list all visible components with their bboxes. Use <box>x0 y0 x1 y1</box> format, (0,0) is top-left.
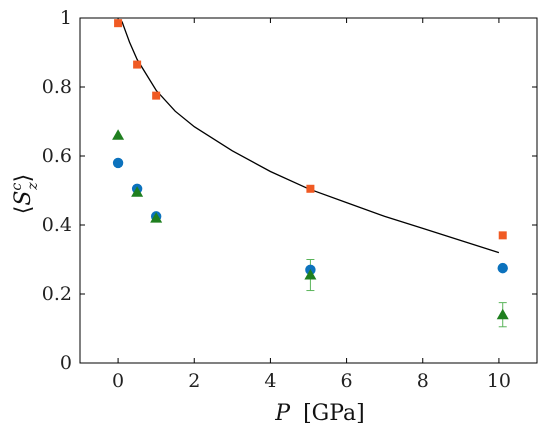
data-point-square <box>152 91 161 100</box>
data-point-circle <box>497 262 508 274</box>
data-point-triangle <box>131 186 144 197</box>
fit-curve <box>121 21 500 254</box>
y-tick-labels: 0 0.2 0.4 0.6 0.8 1 <box>42 7 72 374</box>
x-axis-unit: [GPa] <box>303 401 365 426</box>
data-point-triangle <box>112 129 125 140</box>
y-tick-label: 0.2 <box>42 283 72 305</box>
data-point-triangle <box>150 212 163 223</box>
data-point-square <box>114 19 123 28</box>
axis-ticks <box>80 17 537 364</box>
x-tick-labels: 0 2 4 6 8 10 <box>112 370 511 392</box>
x-axis-variable: P <box>274 401 291 426</box>
data-point-triangle <box>496 308 509 320</box>
data-point-square <box>498 231 507 240</box>
data-point-circle <box>112 157 124 169</box>
data-point-square <box>306 184 315 193</box>
y-axis-title: ⟨Scz⟩ <box>9 174 41 215</box>
y-tick-label: 0 <box>60 352 72 374</box>
x-axis-title: P [GPa] <box>274 401 364 426</box>
x-tick-label: 4 <box>264 370 276 392</box>
data-point-triangle <box>304 269 317 280</box>
plot-area-frame <box>79 17 538 364</box>
y-tick-label: 0.6 <box>42 145 72 167</box>
y-tick-label: 1 <box>60 7 72 29</box>
data-point-square <box>133 60 142 69</box>
x-tick-label: 2 <box>188 370 200 392</box>
x-tick-label: 8 <box>417 370 429 392</box>
data-marker-layer <box>112 19 509 320</box>
y-tick-label: 0.4 <box>42 214 72 236</box>
y-tick-label: 0.8 <box>42 76 72 98</box>
x-tick-label: 6 <box>341 370 353 392</box>
fit-curve-layer <box>121 21 500 254</box>
x-tick-label: 0 <box>112 370 124 392</box>
x-tick-label: 10 <box>487 370 511 392</box>
error-bar-layer <box>306 259 507 328</box>
